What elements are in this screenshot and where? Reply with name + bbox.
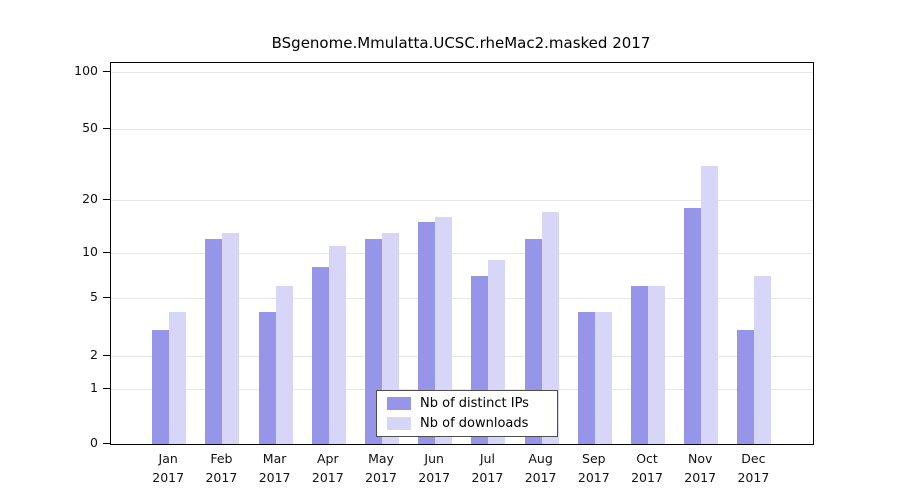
bar-distinct-ips-sep (577, 312, 595, 444)
legend-swatch-downloads (387, 417, 411, 430)
gridline (111, 200, 813, 201)
x-axis-tick-label: Dec 2017 (726, 450, 780, 488)
x-axis-year: 2017 (152, 469, 185, 485)
y-axis-tick-label: 2 (90, 347, 98, 362)
x-axis-year: 2017 (471, 469, 504, 485)
x-axis-month: Nov (687, 451, 713, 466)
gridline (111, 356, 813, 357)
y-axis-tick-mark (103, 71, 110, 72)
bar-distinct-ips-jan (152, 330, 170, 444)
y-axis-tick-mark (103, 388, 110, 389)
x-axis-month: Aug (528, 451, 553, 466)
x-axis-year: 2017 (631, 469, 663, 485)
x-axis-year: 2017 (737, 469, 770, 485)
x-axis-month: Jan (158, 451, 178, 466)
y-axis-tick-label: 50 (82, 120, 98, 135)
y-axis-tick-mark (103, 443, 110, 444)
x-axis-tick-label: Mar 2017 (248, 450, 302, 488)
x-axis-month: Mar (262, 451, 287, 466)
y-axis-tick-label: 1 (90, 380, 98, 395)
bar-distinct-ips-oct (631, 286, 648, 444)
bar-downloads-jan (169, 312, 187, 444)
x-axis-year: 2017 (684, 469, 717, 485)
x-axis-tick-label: Jul 2017 (460, 450, 514, 488)
bar-downloads-sep (594, 312, 612, 444)
legend-item-downloads: Nb of downloads (387, 416, 547, 431)
x-axis-month: Oct (636, 451, 658, 466)
bar-downloads-dec (754, 276, 772, 444)
x-axis-tick-label: Nov 2017 (673, 450, 727, 488)
y-axis-tick-mark (103, 297, 110, 298)
bar-downloads-mar (275, 286, 293, 444)
y-axis-tick-label: 5 (90, 289, 98, 304)
x-axis-month: Apr (316, 451, 339, 466)
bar-distinct-ips-jun (418, 221, 436, 444)
bar-distinct-ips-nov (684, 208, 702, 444)
x-axis-year: 2017 (524, 469, 557, 485)
bar-downloads-jun (435, 217, 453, 444)
x-axis-tick-label: Aug 2017 (514, 450, 568, 488)
plot-area (110, 62, 814, 445)
x-axis-year: 2017 (365, 469, 397, 485)
gridline (111, 129, 813, 130)
y-axis-tick-label: 20 (82, 191, 98, 206)
x-axis-tick-label: Jan 2017 (141, 450, 195, 488)
x-axis-month: Sep (582, 451, 606, 466)
bar-downloads-feb (222, 232, 240, 444)
x-axis-month: May (368, 451, 394, 466)
gridline (111, 389, 813, 390)
legend-swatch-distinct-ips (387, 397, 411, 410)
gridline (111, 298, 813, 299)
legend-label-distinct-ips: Nb of distinct IPs (420, 396, 529, 411)
chart-title: BSgenome.Mmulatta.UCSC.rheMac2.masked 20… (271, 34, 651, 52)
x-axis-month: Jul (479, 451, 495, 466)
legend-label-downloads: Nb of downloads (420, 416, 529, 431)
y-axis-tick-mark (103, 355, 110, 356)
x-axis-month: Dec (741, 451, 766, 466)
bar-downloads-aug (541, 212, 559, 444)
x-axis-year: 2017 (205, 469, 238, 485)
x-axis-tick-label: Jun 2017 (407, 450, 461, 488)
gridline (111, 253, 813, 254)
x-axis-year: 2017 (418, 469, 451, 485)
x-axis-tick-label: Oct 2017 (620, 450, 674, 488)
x-axis-tick-label: Sep 2017 (567, 450, 621, 488)
x-axis-year: 2017 (258, 469, 291, 485)
bar-downloads-nov (701, 166, 719, 444)
legend: Nb of distinct IPs Nb of downloads (376, 390, 558, 437)
x-axis-month: Feb (210, 451, 233, 466)
legend-item-distinct-ips: Nb of distinct IPs (387, 396, 547, 411)
gridline (111, 72, 813, 73)
bar-distinct-ips-feb (205, 239, 223, 444)
x-axis-tick-label: Apr 2017 (301, 450, 355, 488)
x-axis-year: 2017 (311, 469, 344, 485)
x-axis-month: Jun (424, 451, 444, 466)
y-axis-tick-label: 0 (90, 435, 98, 450)
bar-distinct-ips-mar (258, 312, 276, 444)
bar-downloads-apr (328, 245, 346, 444)
x-axis-tick-label: May 2017 (354, 450, 408, 488)
y-axis-tick-label: 10 (82, 244, 98, 259)
bar-distinct-ips-apr (311, 267, 329, 444)
y-axis-tick-label: 100 (74, 63, 98, 78)
y-axis-tick-mark (103, 252, 110, 253)
x-axis-tick-label: Feb 2017 (194, 450, 248, 488)
y-axis-tick-mark (103, 199, 110, 200)
bar-distinct-ips-dec (737, 330, 755, 444)
x-axis-year: 2017 (577, 469, 610, 485)
y-axis-tick-mark (103, 128, 110, 129)
bar-downloads-oct (648, 286, 665, 444)
